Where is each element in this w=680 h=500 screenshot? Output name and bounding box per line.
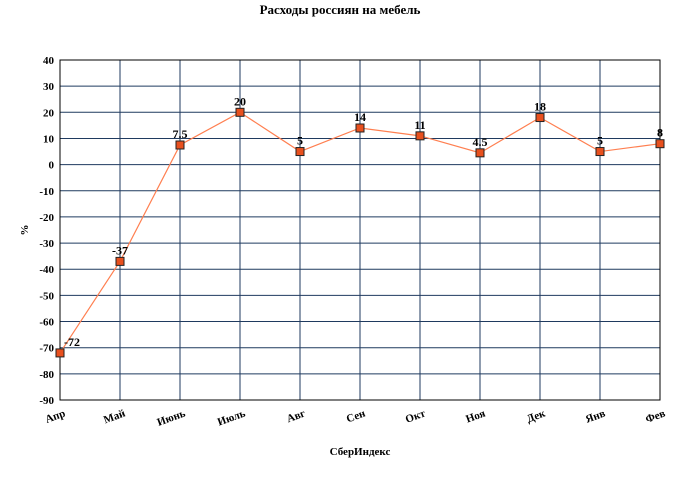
chart-title: Расходы россиян на мебель — [260, 2, 421, 17]
x-axis-title: СберИндекс — [330, 446, 391, 458]
x-tick-label: Дек — [525, 407, 548, 425]
data-label: 14 — [354, 110, 366, 124]
data-label: 5 — [297, 134, 303, 148]
y-tick-label: -40 — [39, 264, 54, 276]
data-label: 18 — [534, 100, 546, 114]
y-axis-title: % — [19, 225, 31, 236]
marker — [475, 148, 485, 158]
y-tick-label: 0 — [49, 160, 55, 172]
x-tick-label: Фев — [644, 408, 667, 426]
y-tick-label: 20 — [43, 107, 55, 119]
x-tick-label: Авг — [285, 408, 307, 426]
data-label: 11 — [414, 118, 425, 132]
data-label: 8 — [657, 126, 663, 140]
data-label: 20 — [234, 94, 246, 108]
marker — [115, 256, 125, 266]
plot-border — [59, 59, 661, 401]
data-label: -72 — [64, 335, 80, 349]
marker — [175, 140, 185, 150]
y-tick-label: -30 — [39, 238, 54, 250]
x-tick-label: Окт — [404, 407, 428, 425]
marker — [295, 147, 305, 157]
y-tick-label: -60 — [39, 317, 54, 329]
y-tick-label: -70 — [39, 343, 54, 355]
marker — [55, 348, 65, 358]
y-tick-label: -20 — [39, 212, 54, 224]
y-tick-label: -80 — [39, 369, 54, 381]
y-tick-label: -10 — [39, 186, 54, 198]
x-tick-label: Янв — [584, 408, 607, 426]
data-label: 4.5 — [473, 135, 488, 149]
data-label: 5 — [597, 134, 603, 148]
x-tick-label: Ноя — [464, 408, 487, 426]
y-tick-label: -90 — [39, 395, 54, 407]
data-label: 7.5 — [173, 127, 188, 141]
y-tick-label: 40 — [43, 55, 55, 67]
x-tick-label: Сен — [345, 407, 368, 425]
marker — [595, 147, 605, 157]
x-tick-label: Июнь — [156, 407, 188, 428]
marker — [535, 113, 545, 123]
y-tick-label: 10 — [43, 133, 55, 145]
x-tick-label: Апр — [44, 408, 67, 426]
x-tick-label: Май — [102, 407, 128, 426]
x-tick-label: Июль — [216, 407, 247, 428]
data-label: -37 — [112, 243, 128, 257]
marker — [655, 139, 665, 149]
marker — [355, 123, 365, 133]
marker — [415, 131, 425, 141]
y-tick-label: -50 — [39, 290, 54, 302]
marker — [235, 107, 245, 117]
y-tick-label: 30 — [43, 81, 55, 93]
